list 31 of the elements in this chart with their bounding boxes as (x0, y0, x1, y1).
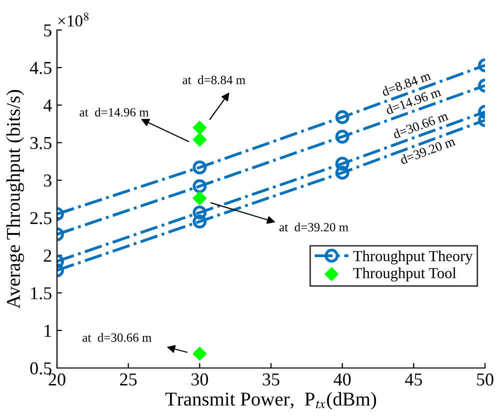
annotation: at d=30.66 m (82, 333, 152, 342)
y-tick-label: 5 (44, 24, 52, 36)
x-tick-label: 40 (334, 373, 351, 386)
x-tick-label: 45 (404, 374, 422, 386)
annotation: at d=14.96 m (80, 108, 149, 117)
y-tick-label: 0.5 (30, 362, 52, 375)
x-tick-label: 35 (262, 373, 280, 386)
y-tick-label: 2.5 (30, 212, 52, 224)
y-tick-label: 4 (43, 99, 52, 112)
annotation: at d=39.20 m (279, 222, 348, 232)
annotation: at d=8.84 m (182, 75, 246, 84)
legend-label: Throughput Tool (353, 268, 456, 282)
annotation: d=39.20 m (399, 138, 456, 165)
point (192, 191, 207, 206)
point (192, 120, 207, 135)
legend-label: Throughput Theory (353, 250, 473, 264)
y-tick-label: 1.5 (31, 287, 52, 300)
y-tick-label: 2 (44, 250, 52, 262)
x-tick-label: 20 (48, 373, 66, 386)
y-tick-label: 3 (44, 174, 52, 187)
y-tick-label: 4.5 (30, 62, 52, 74)
text: ×10$^{8}$ (58, 12, 89, 27)
point (192, 346, 207, 361)
x-axis-title: Transmit Power, P$_{tx}$(dBm) (165, 392, 376, 410)
x-tick-label: 25 (120, 373, 137, 386)
x-tick-label: 50 (477, 373, 494, 386)
y-tick-label: 1 (44, 324, 52, 337)
x-tick-label: 30 (192, 373, 208, 386)
y-tick-label: 3.5 (30, 136, 52, 150)
point (192, 132, 207, 147)
y-axis-title: Average Throughput (bits/s) (6, 90, 24, 309)
